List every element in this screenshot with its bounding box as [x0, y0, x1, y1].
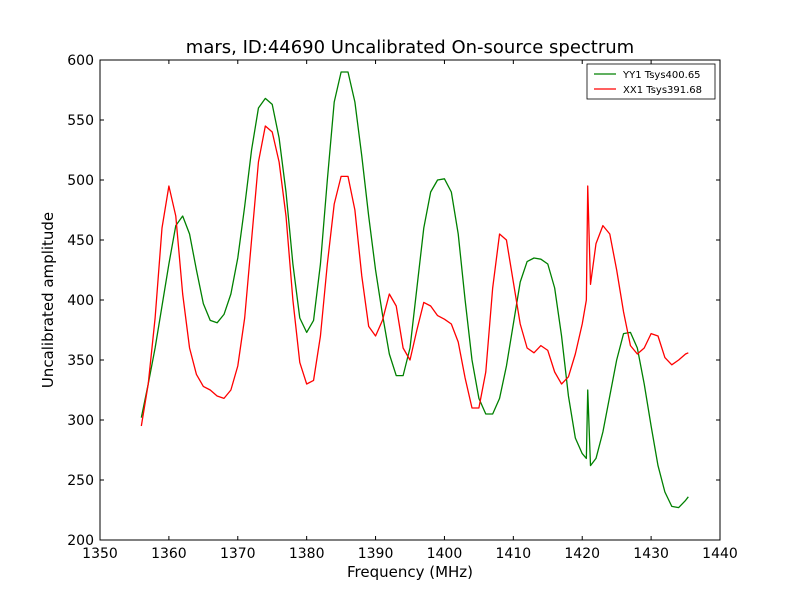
- y-axis: 200 250 300 350 400 450 500 550 600: [67, 53, 720, 549]
- x-tick-label: 1400: [427, 546, 463, 562]
- legend-label-yy1: YY1 Tsys400.65: [622, 70, 701, 81]
- y-tick-label: 500: [67, 173, 94, 189]
- y-tick-label: 350: [67, 353, 94, 369]
- series-line-xx1: [140, 125, 689, 427]
- plot-area: [100, 60, 720, 540]
- y-tick-label: 550: [67, 113, 94, 129]
- x-tick-label: 1420: [564, 546, 600, 562]
- x-tick-label: 1430: [633, 546, 669, 562]
- legend-box: [586, 63, 716, 100]
- series-layer: [140, 71, 689, 509]
- x-tick-label: 1370: [220, 546, 256, 562]
- y-axis-label: Uncalibrated amplitude: [39, 212, 57, 388]
- x-axis: 1350 1360 1370 1380 1390 1400 1410 1420 1430 1440: [82, 60, 738, 562]
- chart-title: mars, ID:44690 Uncalibrated On-source sp…: [186, 37, 634, 58]
- series-line-yy1: [140, 71, 689, 509]
- x-tick-label: 1380: [289, 546, 325, 562]
- y-tick-label: 400: [67, 293, 94, 309]
- x-tick-label: 1350: [82, 546, 118, 562]
- x-tick-label: 1360: [151, 546, 187, 562]
- x-tick-label: 1390: [358, 546, 394, 562]
- y-tick-label: 250: [67, 473, 94, 489]
- y-tick-label: 450: [67, 233, 94, 249]
- y-tick-label: 600: [67, 53, 94, 69]
- y-tick-label: 300: [67, 413, 94, 429]
- legend: YY1 Tsys400.65 XX1 Tsys391.68: [586, 63, 716, 100]
- y-tick-label: 200: [67, 533, 94, 549]
- x-tick-label: 1410: [496, 546, 532, 562]
- x-axis-label: Frequency (MHz): [347, 563, 473, 581]
- x-tick-label: 1440: [702, 546, 738, 562]
- legend-label-xx1: XX1 Tsys391.68: [623, 85, 702, 96]
